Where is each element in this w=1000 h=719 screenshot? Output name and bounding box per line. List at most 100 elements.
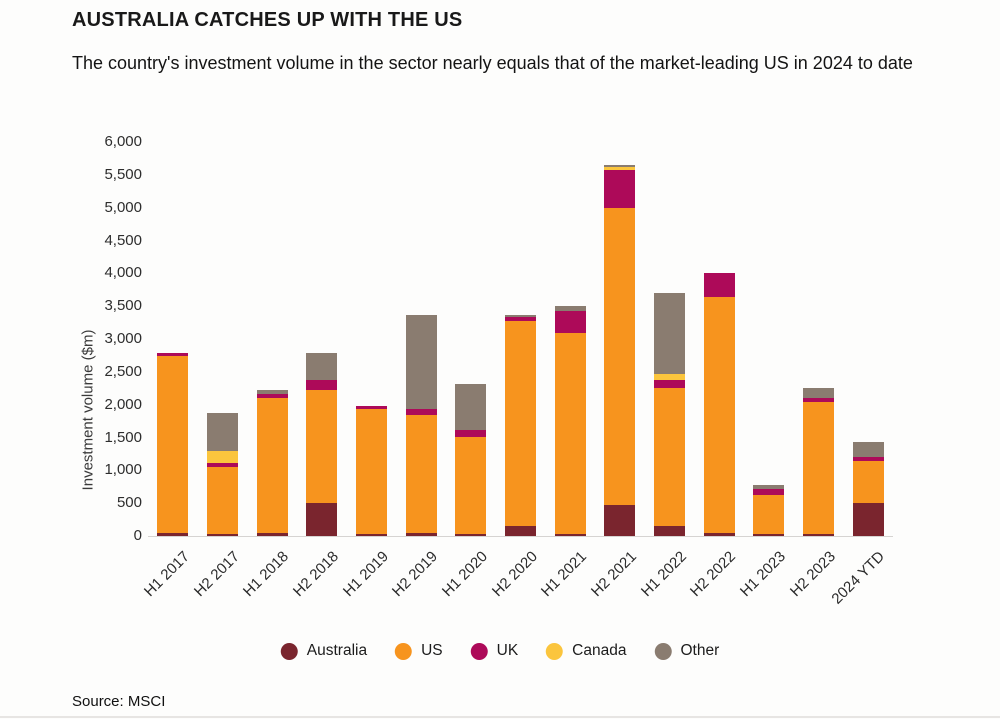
bar-segment-uk: [256, 394, 288, 399]
bar-segment-uk: [455, 429, 487, 437]
bar-segment-uk: [405, 409, 437, 415]
bar-segment-other: [207, 412, 238, 451]
bar-segment-australia: [604, 505, 636, 536]
bar-segment-australia: [306, 502, 338, 536]
y-tick-label: 5,500: [104, 165, 142, 183]
y-tick-label: 500: [116, 494, 142, 512]
x-tick-label: H1 2017: [140, 548, 193, 601]
bar-segment-other: [803, 388, 834, 399]
x-tick-label: H2 2021: [587, 548, 640, 601]
legend-item-other: Other: [654, 642, 719, 660]
bar-segment-us: [256, 398, 288, 533]
bar-segment-uk: [654, 379, 685, 388]
bar-segment-australia: [356, 534, 387, 536]
bar-segment-us: [703, 296, 735, 534]
legend-label: Australia: [306, 642, 368, 659]
bar-segment-uk: [207, 463, 238, 468]
legend-item-us: US: [395, 642, 443, 660]
bar-2024-ytd: [852, 442, 884, 536]
bar-h1-2020: [455, 383, 487, 536]
bar-segment-australia: [157, 532, 189, 536]
bar-h1-2019: [356, 406, 387, 536]
legend-label: Other: [680, 642, 720, 659]
y-tick-label: 5,000: [104, 198, 142, 216]
bar-h2-2020: [505, 315, 536, 536]
x-tick-label: H1 2020: [438, 548, 491, 601]
legend-dot-icon: [654, 642, 672, 660]
bar-segment-uk: [604, 170, 636, 208]
bar-segment-us: [405, 414, 437, 534]
bar-segment-us: [604, 207, 636, 506]
bar-segment-uk: [703, 273, 735, 297]
legend-dot-icon: [546, 642, 564, 660]
y-tick-label: 3,000: [104, 330, 142, 347]
x-tick-label: 2024 YTD: [828, 548, 889, 608]
x-tick-label: H1 2018: [240, 548, 293, 601]
x-tick-label: H1 2022: [637, 548, 690, 601]
bar-h2-2017: [207, 412, 238, 536]
plot-area: Investment volume ($m) 0 500 1,000 1,500 2,0…: [80, 133, 893, 544]
bar-segment-australia: [803, 534, 834, 536]
bar-segment-other: [654, 293, 685, 375]
bar-segment-canada: [207, 450, 238, 464]
bar-segment-australia: [852, 503, 884, 536]
legend-item-australia: Australia: [280, 642, 368, 660]
chart-subtitle: The country's investment volume in the s…: [72, 53, 913, 73]
legend: Australia US UK Canada Other: [280, 642, 719, 660]
bar-segment-us: [554, 333, 586, 535]
x-tick-label: H2 2018: [289, 548, 342, 601]
y-tick-label: 4,500: [104, 231, 142, 249]
bar-segment-australia: [455, 534, 487, 536]
bar-segment-uk: [753, 489, 785, 495]
bar-segment-australia: [256, 532, 288, 536]
bar-segment-uk: [554, 311, 586, 334]
bar-segment-us: [753, 494, 785, 535]
y-tick-label: 3,500: [104, 297, 142, 315]
bar-segment-uk: [852, 457, 884, 461]
legend-label: Canada: [572, 642, 627, 659]
bar-h2-2018: [306, 352, 338, 536]
y-tick-label: 1,000: [104, 461, 142, 479]
bar-segment-other: [306, 352, 338, 380]
bar-segment-canada: [654, 374, 685, 380]
legend-dot-icon: [280, 642, 298, 660]
bar-h1-2023: [753, 485, 785, 536]
legend-item-uk: UK: [470, 642, 519, 660]
bar-segment-other: [405, 315, 437, 410]
bar-segment-other: [157, 352, 189, 354]
bottom-divider: [0, 716, 1000, 718]
bar-segment-australia: [554, 534, 586, 536]
legend-dot-icon: [395, 642, 413, 660]
bar-segment-other: [256, 389, 288, 395]
bar-h2-2022: [703, 273, 735, 536]
bar-segment-us: [803, 402, 834, 535]
bar-segment-other: [505, 315, 536, 318]
bar-segment-australia: [207, 534, 238, 536]
legend-label: UK: [496, 642, 519, 659]
bar-segment-us: [505, 321, 536, 527]
legend-item-canada: Canada: [546, 642, 626, 660]
bar-segment-us: [654, 387, 685, 527]
bar-segment-uk: [356, 406, 387, 410]
bar-segment-australia: [654, 526, 685, 536]
bar-segment-australia: [753, 534, 785, 536]
x-tick-label: H1 2019: [339, 548, 392, 601]
bar-h1-2017: [157, 352, 189, 536]
bar-segment-australia: [505, 526, 536, 536]
bar-h1-2021: [554, 306, 586, 536]
x-tick-label: H2 2022: [687, 548, 740, 601]
y-tick-label: 2,000: [104, 395, 142, 413]
bar-segment-us: [306, 389, 338, 503]
bar-h2-2023: [803, 388, 834, 536]
bar-segment-other: [852, 442, 884, 458]
x-tick-label: H2 2017: [190, 548, 243, 601]
bar-segment-us: [157, 356, 189, 533]
bar-segment-australia: [405, 533, 437, 536]
bar-segment-other: [554, 306, 586, 312]
bar-h2-2019: [405, 315, 437, 536]
x-tick-label: H1 2021: [538, 548, 591, 601]
bar-segment-canada: [604, 166, 636, 171]
y-tick-label: 1,500: [104, 428, 142, 446]
x-tick-label: H2 2020: [488, 548, 541, 601]
x-tick-label: H1 2023: [736, 548, 789, 601]
